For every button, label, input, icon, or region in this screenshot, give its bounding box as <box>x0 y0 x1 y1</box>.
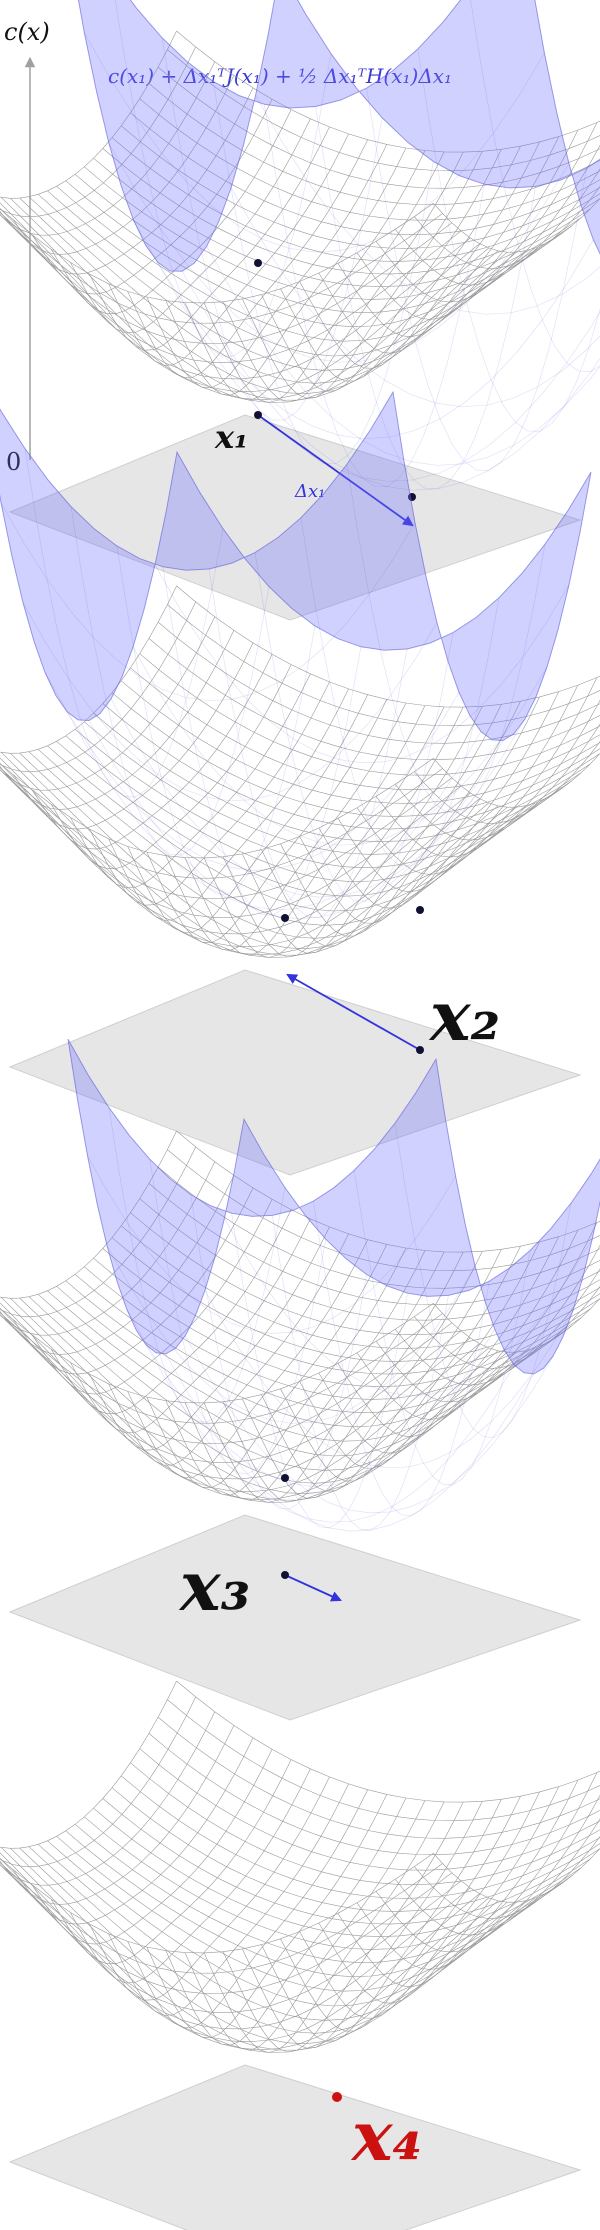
newton-step-arrow <box>284 1574 342 1602</box>
iterate-label: x₂ <box>428 977 500 1057</box>
newton-step-arrow <box>257 414 414 527</box>
step-label: Δx₁ <box>294 481 325 502</box>
iterate-label: x₁ <box>214 418 248 456</box>
iteration-panel-2: x₂ <box>0 390 600 1176</box>
parameter-plane <box>8 1514 582 1721</box>
cost-surface-mesh <box>0 1680 600 2053</box>
quadratic-model-surface <box>77 0 600 491</box>
iterate-label: x₃ <box>178 1547 250 1627</box>
iterate-point <box>254 411 262 419</box>
cost-surface-mesh <box>0 1130 600 1503</box>
iterate-point <box>254 259 262 267</box>
quadratic-model-surface <box>67 1038 600 1532</box>
cost-surface-mesh <box>0 30 600 403</box>
cost-surface-mesh <box>0 585 600 958</box>
iterate-point <box>281 1474 289 1482</box>
iteration-panel-4: x₄ <box>0 1680 600 2230</box>
vertical-axis: c(x) 0 <box>4 18 50 476</box>
iterate-point <box>281 1571 289 1579</box>
parameter-plane <box>8 2064 582 2230</box>
quadratic-model-formula: c(x₁) + Δx₁ᵀJ(x₁) + ½ Δx₁ᵀH(x₁)Δx₁ <box>108 64 452 88</box>
iteration-panel-1: x₁ Δx₁ <box>0 0 600 621</box>
parameter-plane <box>8 969 582 1176</box>
parameter-plane <box>8 414 582 621</box>
iterate-point <box>281 914 289 922</box>
iteration-panel-3: x₃ <box>0 1038 600 1721</box>
axis-zero-label: 0 <box>6 448 21 476</box>
final-iterate-point <box>332 2092 342 2102</box>
quadratic-model-surface <box>0 390 592 919</box>
axis-ylabel: c(x) <box>4 18 50 46</box>
iterate-label: x₄ <box>350 2097 422 2177</box>
iterate-point <box>416 1046 424 1054</box>
newton-step-arrow <box>286 973 421 1051</box>
iterate-point <box>416 906 424 914</box>
